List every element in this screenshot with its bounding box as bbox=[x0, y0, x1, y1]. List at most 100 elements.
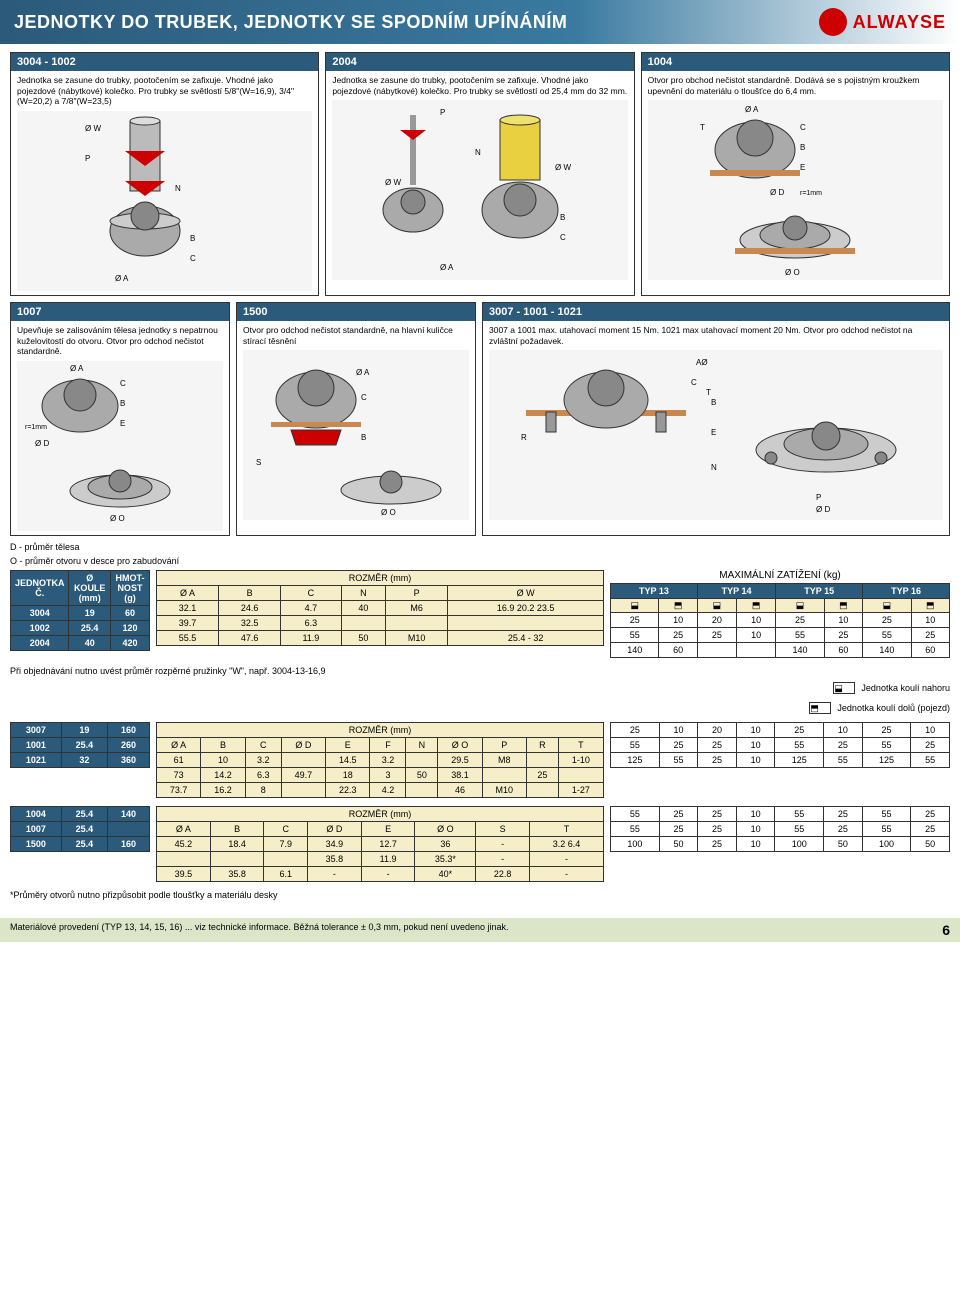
svg-text:E: E bbox=[800, 163, 805, 172]
svg-text:Ø O: Ø O bbox=[381, 508, 396, 517]
box-desc: Jednotka se zasune do trubky, pootočením… bbox=[17, 75, 312, 107]
table-row: 39.535.86.1--40*22.8- bbox=[157, 866, 604, 881]
table-row: 2510201025102510 bbox=[611, 722, 950, 737]
legend-up-icon: ⬓ bbox=[833, 682, 855, 694]
box-title: 1004 bbox=[642, 53, 949, 71]
svg-text:Ø A: Ø A bbox=[115, 274, 129, 283]
table3-loads: 5525251055255525552525105525552510050251… bbox=[610, 806, 950, 852]
brand-name: ALWAYSE bbox=[853, 12, 946, 33]
svg-text:C: C bbox=[361, 393, 367, 402]
page-content: 3004 - 1002 Jednotka se zasune do trubky… bbox=[0, 44, 960, 912]
table-row: 39.732.56.3 bbox=[157, 615, 604, 630]
product-row-2: 1007 Upevňuje se zalisováním tělesa jedn… bbox=[10, 302, 950, 536]
svg-text:Ø W: Ø W bbox=[555, 163, 571, 172]
svg-text:B: B bbox=[560, 213, 565, 222]
svg-text:Ø O: Ø O bbox=[785, 268, 800, 277]
svg-text:B: B bbox=[800, 143, 805, 152]
svg-text:Ø D: Ø D bbox=[35, 439, 49, 448]
diagram-1004: Ø A T C B E Ø D r=1mm Ø O bbox=[648, 100, 943, 280]
svg-text:r=1mm: r=1mm bbox=[800, 190, 822, 197]
table-row: 100225.4120 bbox=[11, 620, 150, 635]
box-desc: Otvor pro obchod nečistot standardně. Do… bbox=[648, 75, 943, 96]
col-header: S bbox=[476, 821, 530, 836]
footer-text: Materiálové provedení (TYP 13, 14, 15, 1… bbox=[10, 922, 509, 938]
order-note: Při objednávání nutno uvést průměr rozpě… bbox=[10, 666, 950, 676]
table-row: 61103.214.53.229.5M81-10 bbox=[157, 752, 604, 767]
page-footer: Materiálové provedení (TYP 13, 14, 15, 1… bbox=[0, 918, 960, 942]
col-header: Ø A bbox=[157, 821, 211, 836]
page-header: JEDNOTKY DO TRUBEK, JEDNOTKY SE SPODNÍM … bbox=[0, 0, 960, 44]
col-header: R bbox=[526, 737, 558, 752]
svg-text:N: N bbox=[175, 184, 181, 193]
svg-text:Ø A: Ø A bbox=[440, 263, 454, 272]
col-header: Ø D bbox=[308, 821, 362, 836]
table-block-3: 100425.4140100725.4150025.4160 ROZMĚR (m… bbox=[10, 806, 950, 882]
table-row: 300719160 bbox=[11, 722, 150, 737]
table1-loads: TYP 13 TYP 14 TYP 15 TYP 16 ⬓⬒ ⬓⬒ ⬓⬒ ⬓⬒ … bbox=[610, 583, 950, 658]
th-unit: JEDNOTKA Č. bbox=[11, 570, 69, 605]
box-desc: Jednotka se zasune do trubky, pootočením… bbox=[332, 75, 627, 96]
tables-section: D - průměr tělesa O - průměr otvoru v de… bbox=[10, 542, 950, 900]
box-title: 3007 - 1001 - 1021 bbox=[483, 303, 949, 321]
svg-text:Ø D: Ø D bbox=[816, 505, 830, 514]
col-header: B bbox=[210, 821, 264, 836]
svg-text:P: P bbox=[816, 493, 821, 502]
table-row: 73.716.2822.34.246M101-27 bbox=[157, 782, 604, 797]
svg-text:C: C bbox=[120, 379, 126, 388]
diagram-1007: Ø A C B E r=1mm Ø D Ø O bbox=[17, 361, 223, 531]
th-weight: HMOT-NOST (g) bbox=[110, 570, 149, 605]
legend-up: ⬓Jednotka koulí nahoru bbox=[833, 682, 950, 694]
table1-left: JEDNOTKA Č. Ø KOULE (mm) HMOT-NOST (g) 3… bbox=[10, 570, 150, 651]
diagram-3007: AØ C T B R E N P Ø D bbox=[489, 350, 943, 520]
svg-text:T: T bbox=[706, 388, 711, 397]
table2-dims: ROZMĚR (mm) Ø ABCØ DEFNØ OPRT 61103.214.… bbox=[156, 722, 604, 798]
table-row: 150025.4160 bbox=[11, 836, 150, 851]
col-header: P bbox=[386, 585, 448, 600]
table-row: 100725.4 bbox=[11, 821, 150, 836]
table-row: 1005025101005010050 bbox=[611, 836, 950, 851]
svg-text:B: B bbox=[120, 399, 125, 408]
table2-left: 300719160100125.4260102132360 bbox=[10, 722, 150, 768]
svg-text:P: P bbox=[85, 154, 90, 163]
col-header: P bbox=[482, 737, 526, 752]
col-header: Ø A bbox=[157, 585, 219, 600]
page-title: JEDNOTKY DO TRUBEK, JEDNOTKY SE SPODNÍM … bbox=[14, 12, 567, 33]
th-ball: Ø KOULE (mm) bbox=[69, 570, 110, 605]
logo-icon bbox=[819, 8, 847, 36]
svg-text:E: E bbox=[120, 419, 125, 428]
table-row: 5525251055255525 bbox=[611, 806, 950, 821]
th-dims: ROZMĚR (mm) bbox=[157, 570, 604, 585]
table3-dims: ROZMĚR (mm) Ø ABCØ DEØ OST 45.218.47.934… bbox=[156, 806, 604, 882]
brand-logo: ALWAYSE bbox=[819, 8, 946, 36]
table-row: 2510201025102510 bbox=[611, 612, 950, 627]
col-header: T bbox=[558, 737, 603, 752]
table-row: 100125.4260 bbox=[11, 737, 150, 752]
th-typ15: TYP 15 bbox=[776, 583, 863, 598]
legend-down-icon: ⬒ bbox=[809, 702, 831, 714]
table-row: 30041960 bbox=[11, 605, 150, 620]
diagram-1500: Ø A C B S Ø O bbox=[243, 350, 469, 520]
page-number: 6 bbox=[942, 922, 950, 938]
table3-left: 100425.4140100725.4150025.4160 bbox=[10, 806, 150, 852]
table-row: 5525251055255525 bbox=[611, 627, 950, 642]
col-header: F bbox=[370, 737, 406, 752]
asterisk-note: *Průměry otvorů nutno přizpůsobit podle … bbox=[10, 890, 950, 900]
note-d: D - průměr tělesa bbox=[10, 542, 950, 552]
svg-text:AØ: AØ bbox=[696, 358, 708, 367]
svg-text:C: C bbox=[190, 254, 196, 263]
svg-text:Ø A: Ø A bbox=[356, 368, 370, 377]
col-header: B bbox=[219, 585, 281, 600]
box-title: 1500 bbox=[237, 303, 475, 321]
svg-text:N: N bbox=[711, 463, 717, 472]
table-row: 35.811.935.3*-- bbox=[157, 851, 604, 866]
note-o: O - průměr otvoru v desce pro zabudování bbox=[10, 556, 950, 566]
col-header: Ø O bbox=[438, 737, 482, 752]
table-row: 7314.26.349.71835038.125 bbox=[157, 767, 604, 782]
th-typ14: TYP 14 bbox=[697, 583, 775, 598]
svg-text:P: P bbox=[440, 108, 445, 117]
box-title: 3004 - 1002 bbox=[11, 53, 318, 71]
th-typ13: TYP 13 bbox=[611, 583, 698, 598]
svg-text:T: T bbox=[700, 123, 705, 132]
box-1004: 1004 Otvor pro obchod nečistot standardn… bbox=[641, 52, 950, 296]
col-header: C bbox=[264, 821, 308, 836]
